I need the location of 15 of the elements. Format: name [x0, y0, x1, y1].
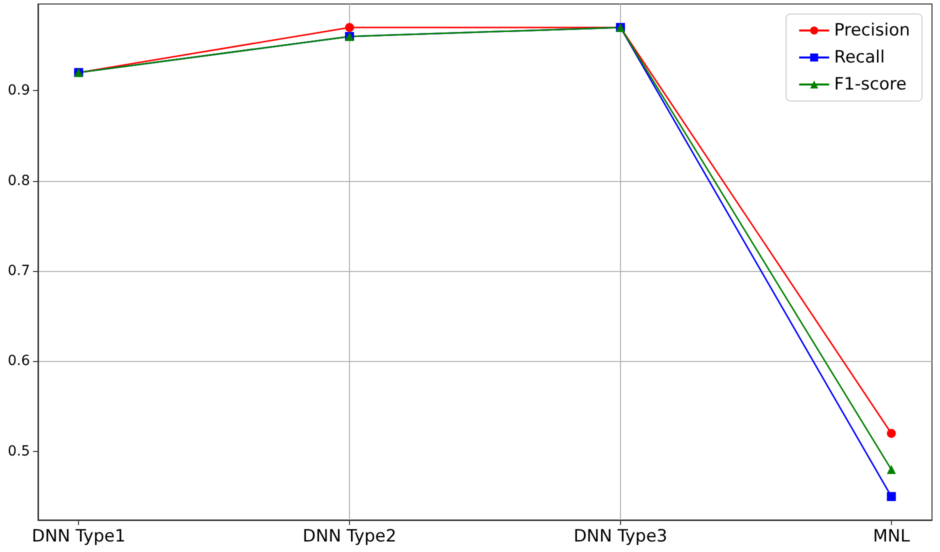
- x-tick-label: DNN Type3: [574, 526, 668, 546]
- x-tick-label: MNL: [872, 526, 910, 546]
- y-tick-label: 0.7: [8, 263, 30, 280]
- y-tick-label: 0.8: [8, 172, 30, 189]
- x-tick-label: DNN Type2: [302, 526, 396, 546]
- point: [345, 22, 354, 32]
- y-tick-label: 0.9: [8, 82, 30, 99]
- x-tick-label: DNN Type1: [32, 526, 126, 546]
- legend-label: Recall: [834, 48, 885, 68]
- point: [886, 428, 896, 438]
- y-tick-label: 0.6: [8, 353, 30, 370]
- y-tick-label: 0.5: [8, 443, 30, 460]
- point: [886, 492, 896, 502]
- legend-label: Precision: [834, 20, 910, 40]
- legend-label: F1-score: [834, 74, 907, 94]
